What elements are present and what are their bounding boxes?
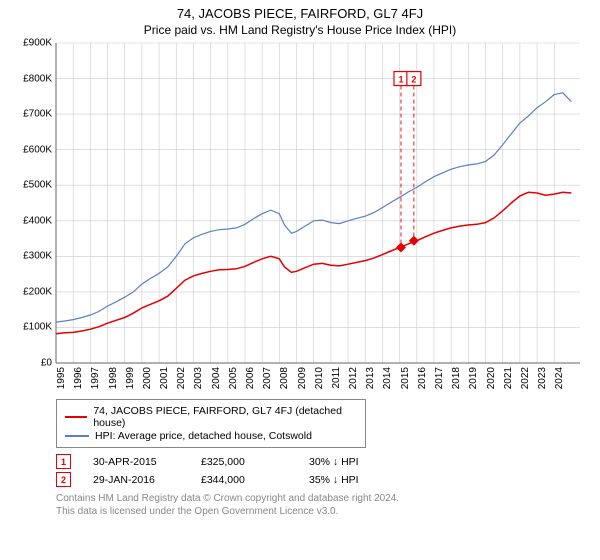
attribution-text: Contains HM Land Registry data © Crown c…	[56, 493, 590, 518]
y-tick-label: £400K	[10, 215, 52, 226]
attribution-line-2: This data is licensed under the Open Gov…	[56, 506, 590, 519]
chart-area: £0 £100K £200K £300K £400K £500K £600K £700K £80…	[10, 43, 586, 393]
y-tick-label: £700K	[10, 109, 52, 120]
legend-item: 74, JACOBS PIECE, FAIRFORD, GL7 4FJ (det…	[65, 405, 357, 429]
y-tick-label: £900K	[10, 38, 52, 49]
plot-svg: 12	[56, 43, 580, 363]
x-tick-label: 2024	[554, 367, 584, 389]
transaction-price: £344,000	[201, 474, 287, 486]
y-tick-label: £200K	[10, 286, 52, 297]
transaction-pct: 35% ↓ HPI	[309, 474, 395, 486]
y-tick-label: £0	[10, 358, 52, 369]
transaction-marker-box: 2	[56, 472, 71, 487]
transaction-price: £325,000	[201, 456, 287, 468]
chart-subtitle: Price paid vs. HM Land Registry's House …	[10, 23, 590, 37]
transaction-pct: 30% ↓ HPI	[309, 456, 395, 468]
svg-text:2: 2	[411, 75, 416, 85]
y-tick-label: £500K	[10, 180, 52, 191]
legend-swatch	[65, 416, 87, 418]
transaction-date: 30-APR-2015	[93, 456, 179, 468]
legend-label: 74, JACOBS PIECE, FAIRFORD, GL7 4FJ (det…	[93, 405, 357, 429]
svg-text:1: 1	[398, 75, 403, 85]
chart-container: 74, JACOBS PIECE, FAIRFORD, GL7 4FJ Pric…	[0, 0, 600, 560]
y-tick-label: £100K	[10, 322, 52, 333]
transaction-table: 1 30-APR-2015 £325,000 30% ↓ HPI 2 29-JAN-201…	[56, 454, 590, 487]
attribution-line-1: Contains HM Land Registry data © Crown c…	[56, 493, 590, 506]
transaction-date: 29-JAN-2016	[93, 474, 179, 486]
transaction-row: 2 29-JAN-2016 £344,000 35% ↓ HPI	[56, 472, 590, 487]
transaction-marker-box: 1	[56, 454, 71, 469]
y-tick-label: £800K	[10, 73, 52, 84]
y-tick-label: £300K	[10, 251, 52, 262]
y-tick-label: £600K	[10, 144, 52, 155]
plot-region: 12	[56, 43, 580, 363]
legend-item: HPI: Average price, detached house, Cots…	[65, 430, 357, 442]
transaction-row: 1 30-APR-2015 £325,000 30% ↓ HPI	[56, 454, 590, 469]
legend-swatch	[65, 435, 89, 437]
chart-title: 74, JACOBS PIECE, FAIRFORD, GL7 4FJ	[10, 6, 590, 21]
legend-box: 74, JACOBS PIECE, FAIRFORD, GL7 4FJ (det…	[56, 399, 366, 448]
legend-label: HPI: Average price, detached house, Cots…	[95, 430, 312, 442]
